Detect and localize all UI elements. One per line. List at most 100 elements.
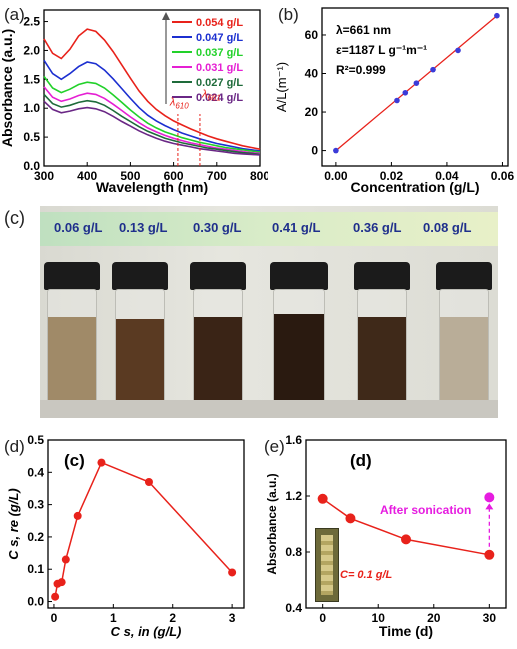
y-tick-label: 0 <box>311 144 318 158</box>
x-tick-label: 10 <box>372 611 386 625</box>
legend-arrow-head <box>162 12 170 20</box>
x-tick-label: 0.02 <box>380 169 404 183</box>
x-tick-label: 0.04 <box>435 169 459 183</box>
y-tick-label: 0.2 <box>27 530 44 544</box>
vial-concentration-label: 0.41 g/L <box>272 220 321 235</box>
panel-label-d: (d) <box>4 437 25 456</box>
after-sonication-label: After sonication <box>380 503 471 517</box>
concentration-note: C= 0.1 g/L <box>340 569 393 581</box>
data-point <box>57 578 66 587</box>
vial <box>112 262 168 412</box>
y-tick-label: 0.0 <box>27 595 44 609</box>
uv-vis-spectra-chart: 300 400 500 600 700 800 0.0 0.5 1.0 1.5 2.0 2.5 Wave… <box>0 5 268 195</box>
y-axis-label: Absorbance (a.u.) <box>265 473 279 574</box>
chart-title: (c) <box>64 451 85 470</box>
x-axis-label: Concentration (g/L) <box>350 179 479 195</box>
data-point <box>413 80 420 86</box>
y-tick-label: 1.6 <box>285 433 302 447</box>
y-tick-label: 1.0 <box>23 101 40 115</box>
stability-line <box>322 498 490 556</box>
x-tick-label: 700 <box>207 169 227 183</box>
legend-label: 0.047 g/L <box>196 32 243 44</box>
data-point <box>144 478 153 486</box>
fit-wavelength: λ=661 nm <box>336 23 391 37</box>
after-sonication-point <box>484 492 495 503</box>
data-point <box>345 513 356 524</box>
vial <box>44 262 100 412</box>
panel-label-c: (c) <box>4 208 25 228</box>
y-tick-label: 0.4 <box>27 465 44 479</box>
y-tick-label: 1.2 <box>285 489 302 503</box>
x-tick-label: 20 <box>427 611 441 625</box>
legend-label: 0.024 g/L <box>196 92 243 104</box>
data-point <box>228 568 237 577</box>
vial-inset-image <box>315 528 339 602</box>
stability-chart: 0 10 20 30 0.4 0.8 1.2 1.6 Time (d) Absorbance (a… <box>264 433 507 639</box>
vial-concentration-label: 0.30 g/L <box>193 220 242 235</box>
wavelength-annotation: λ610 <box>169 96 189 110</box>
y-axis-label: A/L(m⁻¹) <box>274 62 289 112</box>
y-tick-label: 2.0 <box>23 43 40 57</box>
x-tick-label: 600 <box>164 169 184 183</box>
vial-concentration-label: 0.08 g/L <box>423 220 472 235</box>
x-tick-label: 400 <box>77 169 97 183</box>
x-tick-label: 30 <box>483 611 497 625</box>
vial <box>270 262 328 412</box>
spectrum-line <box>43 59 261 152</box>
x-tick-label: 0.00 <box>324 169 348 183</box>
legend-label: 0.027 g/L <box>196 77 243 89</box>
spectrum-line <box>43 93 261 156</box>
vial <box>436 262 492 412</box>
x-tick-label: 0 <box>319 611 326 625</box>
data-point <box>97 458 106 467</box>
wavelength-annotation: λ661 <box>201 88 221 102</box>
vial-concentration-label: 0.06 g/L <box>54 220 103 235</box>
plot-frame <box>305 439 507 609</box>
fit-epsilon: ε=1187 L g⁻¹m⁻¹ <box>336 43 427 57</box>
x-axis-label: Wavelength (nm) <box>96 179 208 195</box>
bench <box>40 400 498 418</box>
x-tick-label: 3 <box>229 611 236 625</box>
legend-label: 0.037 g/L <box>196 47 243 59</box>
spectrum-line <box>43 28 261 150</box>
x-axis-label: C s, in (g/L) <box>111 624 182 639</box>
vial-concentration-label: 0.13 g/L <box>119 220 168 235</box>
chart-title: (d) <box>350 451 372 470</box>
y-tick-label: 20 <box>305 105 319 119</box>
y-tick-label: 1.5 <box>23 72 40 86</box>
data-point <box>51 592 60 601</box>
panel-label-e: (e) <box>264 437 285 456</box>
y-axis-label: Absorbance (a.u.) <box>0 29 15 147</box>
sonication-arrow-head <box>485 503 494 510</box>
data-point <box>73 511 82 520</box>
x-tick-label: 500 <box>120 169 140 183</box>
x-tick-label: 0.06 <box>491 169 515 183</box>
sorption-chart: 0 1 2 3 0.0 0.1 0.2 0.3 0.4 0.5 C s, in (g/L) C s, … <box>4 433 245 639</box>
vial <box>354 262 410 412</box>
y-tick-label: 0.1 <box>27 562 44 576</box>
y-axis-label: C s, re (g/L) <box>6 488 21 560</box>
x-tick-label: 300 <box>34 169 54 183</box>
legend-label: 0.054 g/L <box>196 17 243 29</box>
data-point <box>455 47 461 54</box>
x-tick-label: 0 <box>51 611 58 625</box>
x-tick-label: 800 <box>250 169 268 183</box>
vial-concentration-label: 0.36 g/L <box>353 220 402 235</box>
y-tick-label: 2.5 <box>23 15 40 29</box>
spectrum-line <box>43 86 261 155</box>
vial-photo: 0.06 g/L 0.13 g/L 0.30 g/L 0.41 g/L 0.36… <box>40 206 498 418</box>
data-point <box>494 12 500 19</box>
x-axis-label: Time (d) <box>379 623 433 639</box>
y-tick-label: 0.8 <box>285 545 302 559</box>
data-point <box>61 555 70 564</box>
fit-r2: R²=0.999 <box>336 63 386 77</box>
y-tick-label: 0.4 <box>285 601 302 615</box>
legend-label: 0.031 g/L <box>196 62 243 74</box>
spectrum-line <box>43 100 261 156</box>
y-tick-label: 0.0 <box>23 159 40 173</box>
data-point <box>333 147 339 154</box>
plot-frame <box>47 439 245 609</box>
panel-label-b: (b) <box>278 5 299 24</box>
data-point <box>484 549 495 560</box>
spectrum-line <box>43 75 261 153</box>
